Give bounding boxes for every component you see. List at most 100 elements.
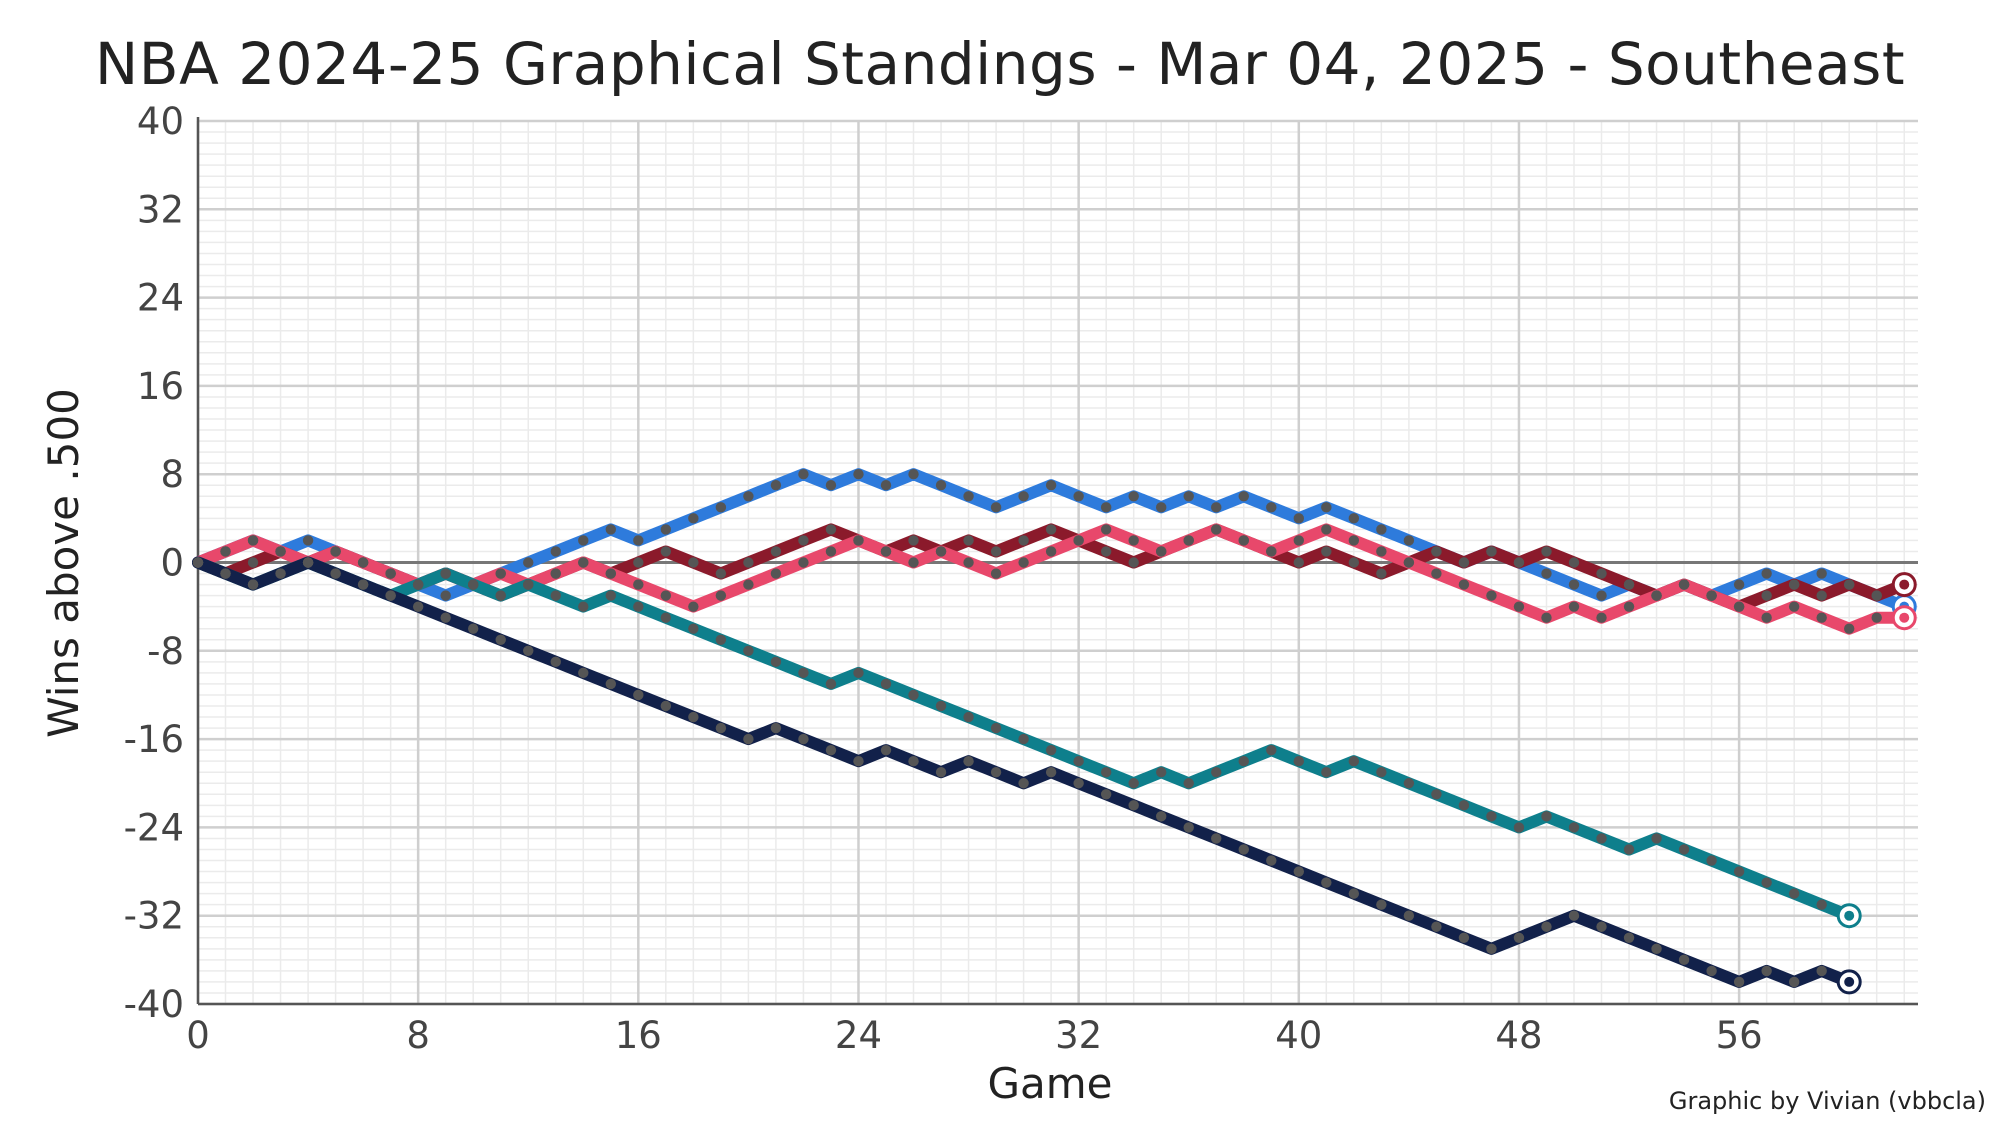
data-point xyxy=(357,579,369,590)
data-point xyxy=(1596,833,1607,844)
data-point xyxy=(1816,568,1827,579)
x-tick-label: 56 xyxy=(1716,1014,1763,1057)
data-point xyxy=(1706,855,1717,866)
data-point xyxy=(853,535,864,546)
data-point xyxy=(1733,866,1745,877)
data-point xyxy=(1156,811,1167,822)
data-point xyxy=(825,524,837,535)
y-tick-label: -32 xyxy=(124,895,184,938)
data-point xyxy=(275,568,286,579)
data-point xyxy=(660,612,672,623)
data-point xyxy=(523,579,534,590)
x-tick-label: 40 xyxy=(1275,1014,1322,1057)
data-point xyxy=(605,524,616,535)
data-point xyxy=(1651,590,1662,601)
x-tick-label: 32 xyxy=(1055,1014,1102,1057)
data-point xyxy=(1816,612,1827,623)
data-point xyxy=(1733,601,1745,612)
data-point xyxy=(1623,844,1635,855)
data-point xyxy=(715,722,727,734)
data-point xyxy=(1376,899,1387,910)
data-point xyxy=(633,689,644,701)
data-point xyxy=(1788,888,1800,899)
data-point xyxy=(357,557,369,568)
data-point xyxy=(1128,800,1139,811)
data-point xyxy=(578,667,589,679)
data-point xyxy=(908,689,919,701)
data-point xyxy=(1238,755,1249,767)
data-point xyxy=(1238,535,1249,546)
data-point xyxy=(1266,502,1277,513)
data-point xyxy=(963,491,974,502)
data-point xyxy=(275,546,286,557)
data-point xyxy=(770,568,782,579)
data-point xyxy=(1678,954,1690,966)
series-layer xyxy=(192,468,1911,988)
data-point xyxy=(550,546,561,557)
data-point xyxy=(908,557,919,568)
data-point xyxy=(1541,811,1552,822)
data-point xyxy=(302,535,314,546)
y-tick-label: 40 xyxy=(137,100,184,143)
miami-heat-logo xyxy=(1891,572,1917,598)
data-point xyxy=(660,546,672,557)
y-tick-label: 32 xyxy=(137,188,184,231)
washington-wizards-logo xyxy=(1836,969,1862,995)
y-tick-label: -16 xyxy=(124,718,184,761)
data-point xyxy=(1293,866,1305,877)
data-point xyxy=(1045,480,1057,491)
data-point xyxy=(1348,755,1360,767)
data-point xyxy=(247,557,259,568)
data-point xyxy=(688,557,699,568)
data-point xyxy=(743,645,754,656)
data-point xyxy=(1486,811,1497,822)
data-point xyxy=(385,590,396,601)
data-point xyxy=(1100,524,1112,535)
data-point xyxy=(770,480,782,491)
data-point xyxy=(1541,921,1552,932)
data-point xyxy=(1100,767,1112,778)
credit-text: Graphic by Vivian (vbbcla) xyxy=(1668,1087,1986,1115)
data-point xyxy=(1596,921,1607,932)
data-point xyxy=(1596,612,1607,623)
logo-center xyxy=(1899,612,1910,623)
data-point xyxy=(1183,778,1194,789)
data-point xyxy=(1266,855,1277,866)
data-point xyxy=(1788,976,1800,988)
data-point xyxy=(1018,535,1029,546)
data-point xyxy=(1431,568,1442,579)
data-point xyxy=(247,579,259,590)
data-point xyxy=(825,480,837,491)
data-point xyxy=(880,744,892,756)
data-point xyxy=(1238,491,1249,502)
logo-center xyxy=(1899,579,1910,590)
data-point xyxy=(605,590,616,601)
data-point xyxy=(1156,502,1167,513)
data-point xyxy=(468,623,479,634)
data-point xyxy=(1596,568,1607,579)
data-point xyxy=(770,722,782,734)
y-tick-label: 24 xyxy=(137,277,184,320)
data-point xyxy=(1321,524,1332,535)
data-point xyxy=(853,667,864,679)
data-point xyxy=(1238,844,1249,855)
x-tick-label: 24 xyxy=(835,1014,882,1057)
data-point xyxy=(770,546,782,557)
data-point xyxy=(1128,557,1139,568)
data-point xyxy=(220,546,231,557)
data-point xyxy=(1816,899,1827,910)
data-point xyxy=(825,546,837,557)
data-point xyxy=(412,579,424,590)
data-point xyxy=(1045,744,1057,756)
data-point xyxy=(633,601,644,612)
data-point xyxy=(578,535,589,546)
data-point xyxy=(935,546,947,557)
data-point xyxy=(1156,546,1167,557)
data-point xyxy=(1788,579,1800,590)
y-tick-label: 16 xyxy=(137,365,184,408)
data-point xyxy=(1321,767,1332,778)
logo-layer xyxy=(1836,572,1917,995)
data-point xyxy=(1073,491,1084,502)
x-tick-label: 8 xyxy=(406,1014,430,1057)
